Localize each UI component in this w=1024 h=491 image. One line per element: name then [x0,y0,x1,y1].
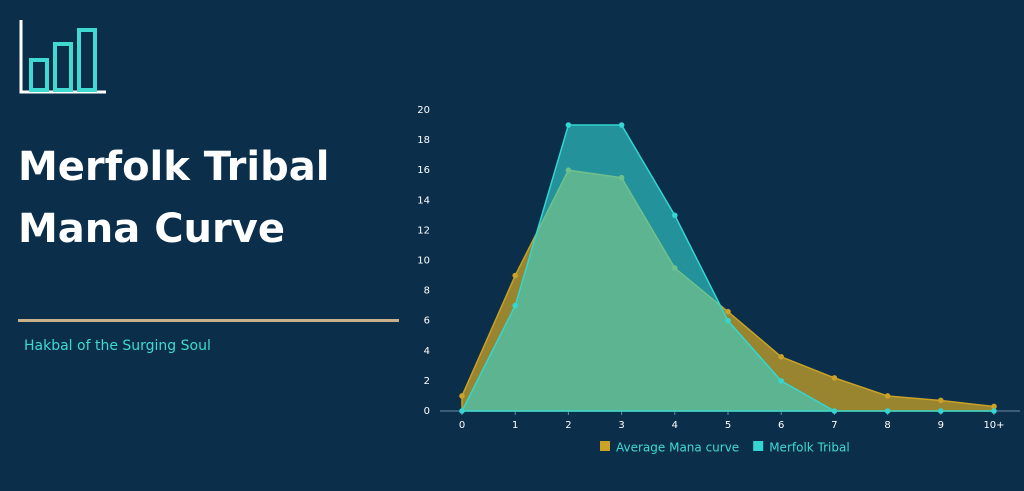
point [991,408,997,414]
x-tick-label: 6 [778,420,784,431]
point [938,397,944,404]
y-tick-label: 16 [417,165,430,176]
point [512,302,518,309]
page-title: Merfolk Tribal Mana Curve [18,144,330,252]
x-tick-label: 3 [618,420,624,431]
area [460,124,994,412]
y-tick-label: 20 [417,105,430,116]
y-tick-label: 2 [424,376,430,387]
point [938,408,944,414]
x-tick-label: 9 [938,420,944,431]
page-subtitle: Hakbal of the Surging Soul [24,338,211,354]
y-tick-label: 14 [417,195,430,206]
x-tick-label: 4 [672,420,678,431]
legend-swatch [600,441,610,451]
point [565,122,572,128]
chart-icon [19,20,106,94]
x-tick-label: 10+ [983,420,1004,431]
x-tick-label: 5 [725,420,731,431]
x-tick-label: 7 [831,420,837,431]
y-tick-label: 8 [424,286,430,297]
point [459,408,465,414]
point [778,378,784,384]
y-tick-label: 12 [417,225,430,236]
point [831,375,838,381]
point [725,308,731,315]
x-tick-label: 8 [884,420,890,431]
x-tick-label: 0 [459,420,465,431]
point [831,408,838,414]
legend: Merfolk Tribal [769,441,849,455]
y-tick-label: 18 [417,135,430,146]
point [459,393,465,399]
point [991,403,997,410]
point [672,212,678,219]
divider [18,319,399,322]
point [884,393,891,399]
point [884,408,891,414]
y-tick-label: 0 [424,406,430,417]
point [618,122,625,128]
y-tick-label: 6 [424,316,430,327]
y-tick-label: 10 [417,256,430,267]
point [512,272,518,279]
y-tick-label: 4 [424,346,430,357]
point [725,317,731,324]
x-tick-label: 2 [565,420,571,431]
x-tick-label: 1 [512,420,518,431]
point [778,354,784,360]
legend: Average Mana curve [616,441,739,455]
legend-swatch [753,441,764,451]
